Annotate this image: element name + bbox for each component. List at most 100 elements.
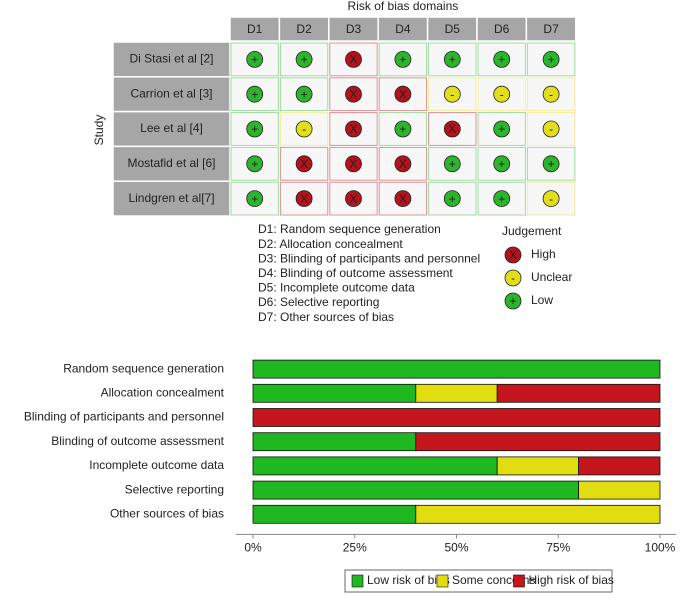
judgement-dot [345,155,362,173]
judgement-dot [295,51,313,68]
judgement-symbol: + [548,53,555,67]
domain-header [229,16,281,42]
judgement-dot [394,155,412,173]
x-tick-label: 75% [546,541,570,555]
judgement-symbol: + [251,122,258,136]
legend-label: High risk of bias [529,573,614,587]
y-tick-label: Blinding of outcome assessment [51,434,224,448]
judgement-dot [542,155,560,173]
legend-symbol: + [509,294,516,308]
domain-note: D6: Selective reporting [258,295,379,309]
judgement-dot [443,120,461,138]
study-label: Lindgren et al[7] [128,191,214,205]
bar-segment [252,432,417,452]
bar-segment [415,504,661,524]
judgement-symbol: - [450,87,454,101]
cell [279,181,329,216]
bar-segment [252,359,661,379]
cell [526,181,576,216]
domain-note: D1: Random sequence generation [258,222,441,236]
judgement-dot [295,120,313,138]
study-box [112,145,231,182]
judgement-symbol: - [302,122,306,136]
judgement-symbol: + [301,87,308,101]
judgement-symbol: + [251,192,258,206]
judgement-symbol: X [300,157,308,171]
study-label: Carrion et al [3] [130,86,212,100]
legend-swatch [513,574,525,588]
judgement-dot [246,155,264,173]
judgement-symbol: - [549,122,553,136]
judgement-dot [394,51,412,68]
legend-symbol: - [511,271,515,285]
judgement-symbol: + [251,53,258,67]
y-tick-label: Allocation concealment [101,385,225,399]
domain-label: D3 [346,22,362,36]
judgement-dot [542,190,560,208]
legend-swatch [351,574,364,588]
legend-label: Unclear [531,270,572,284]
y-axis-label: Study [92,115,106,146]
bar-segment [496,456,580,476]
judgement-symbol: + [301,53,308,67]
judgement-symbol: X [399,157,407,171]
judgement-dot [246,85,264,103]
judgement-symbol: + [449,157,456,171]
judgement-symbol: X [349,192,357,206]
bar-segment [496,383,661,403]
judgement-symbol: X [448,122,456,136]
legend-label: Low risk of bias [367,573,450,587]
judgement-dot [493,85,511,103]
judgement-symbol: - [500,87,504,101]
judgement-dot [345,190,362,208]
judgement-symbol: + [251,157,258,171]
domain-note: D5: Incomplete outcome data [258,281,415,295]
y-tick-label: Random sequence generation [63,361,224,375]
legend-label: Low [531,293,553,307]
judgement-dot [295,85,313,103]
judgement-symbol: - [549,192,553,206]
study-label: Lee et al [4] [140,121,203,135]
judgement-dot [345,85,362,103]
x-tick-label: 0% [244,541,262,555]
judgement-symbol: X [300,192,308,206]
study-box [112,41,231,78]
y-tick-label: Selective reporting [125,482,224,496]
domain-label: D1 [247,22,263,36]
judgement-dot [542,85,560,103]
cell [526,77,576,112]
judgement-dot [295,155,313,173]
judgement-symbol: + [498,122,505,136]
bar-segment [578,480,661,500]
judgement-dot [246,120,264,138]
judgement-symbol: + [449,192,456,206]
judgement-dot [542,120,560,138]
judgement-dot [443,85,461,103]
judgement-symbol: X [349,87,357,101]
legend-box [344,569,613,593]
y-tick-label: Incomplete outcome data [89,458,224,472]
judgement-symbol: X [399,192,407,206]
judgement-symbol: + [498,157,505,171]
bar-segment [252,480,580,500]
domain-label: D6 [494,22,510,36]
judgement-dot [443,155,461,173]
y-tick-label: Other sources of bias [110,506,224,520]
judgement-symbol: - [549,87,553,101]
judgement-symbol: + [498,53,505,67]
domain-note: D3: Blinding of participants and personn… [258,251,480,265]
domain-label: D4 [395,22,411,36]
judgement-symbol: + [498,192,505,206]
legend-symbol: X [509,248,517,262]
study-box [112,180,231,217]
domain-header [525,16,577,42]
domain-header [426,16,478,42]
judgement-dot [493,155,511,173]
bar-segment [578,456,661,476]
x-tick-label: 25% [343,541,367,555]
judgement-dot [246,190,264,208]
judgement-symbol: + [251,87,258,101]
study-label: Di Stasi et al [2] [129,52,213,66]
judgement-symbol: X [349,122,357,136]
judgement-symbol: + [449,53,456,67]
